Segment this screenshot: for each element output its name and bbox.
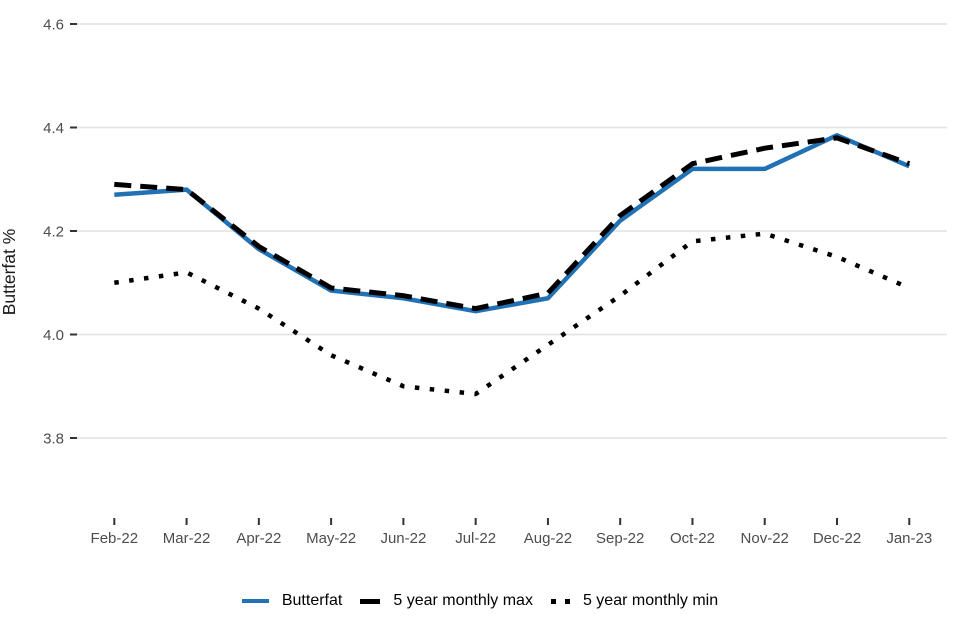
x-tick-label: Jan-23	[886, 530, 932, 547]
x-tick-label: Sep-22	[596, 530, 644, 547]
chart-legend: Butterfat 5 year monthly max 5 year mont…	[0, 590, 960, 612]
x-tick-label: Feb-22	[91, 530, 139, 547]
legend-label-butterfat: Butterfat	[281, 592, 343, 609]
x-tick-label: Dec-22	[813, 530, 861, 547]
x-tick-label: May-22	[306, 530, 356, 547]
legend-label-5-year-monthly-max: 5 year monthly max	[393, 592, 533, 609]
x-tick-label: Apr-22	[236, 530, 281, 547]
line-5-year-monthly-min	[113, 231, 911, 397]
y-axis-title: Butterfat %	[0, 229, 19, 316]
x-tick-label: Aug-22	[524, 530, 572, 547]
x-tick-label: Nov-22	[741, 530, 789, 547]
y-tick-label: 4.0	[43, 327, 64, 344]
x-tick-label: Mar-22	[163, 530, 211, 547]
x-tick-label: Jun-22	[380, 530, 426, 547]
legend-swatch-5-year-monthly-max	[360, 598, 381, 604]
y-tick-label: 4.2	[43, 223, 64, 240]
legend-swatch-butterfat	[241, 598, 269, 604]
y-tick-label: 4.4	[43, 120, 64, 137]
x-tick-label: Oct-22	[670, 530, 715, 547]
y-tick-label: 3.8	[43, 430, 64, 447]
line-butterfat	[114, 133, 911, 314]
y-tick-label: 4.6	[43, 16, 64, 33]
line-5-year-monthly-max	[114, 135, 911, 312]
legend-swatch-5-year-monthly-min	[550, 598, 570, 604]
legend-label-5-year-monthly-min: 5 year monthly min	[582, 592, 719, 609]
x-tick-label: Jul-22	[455, 530, 496, 547]
